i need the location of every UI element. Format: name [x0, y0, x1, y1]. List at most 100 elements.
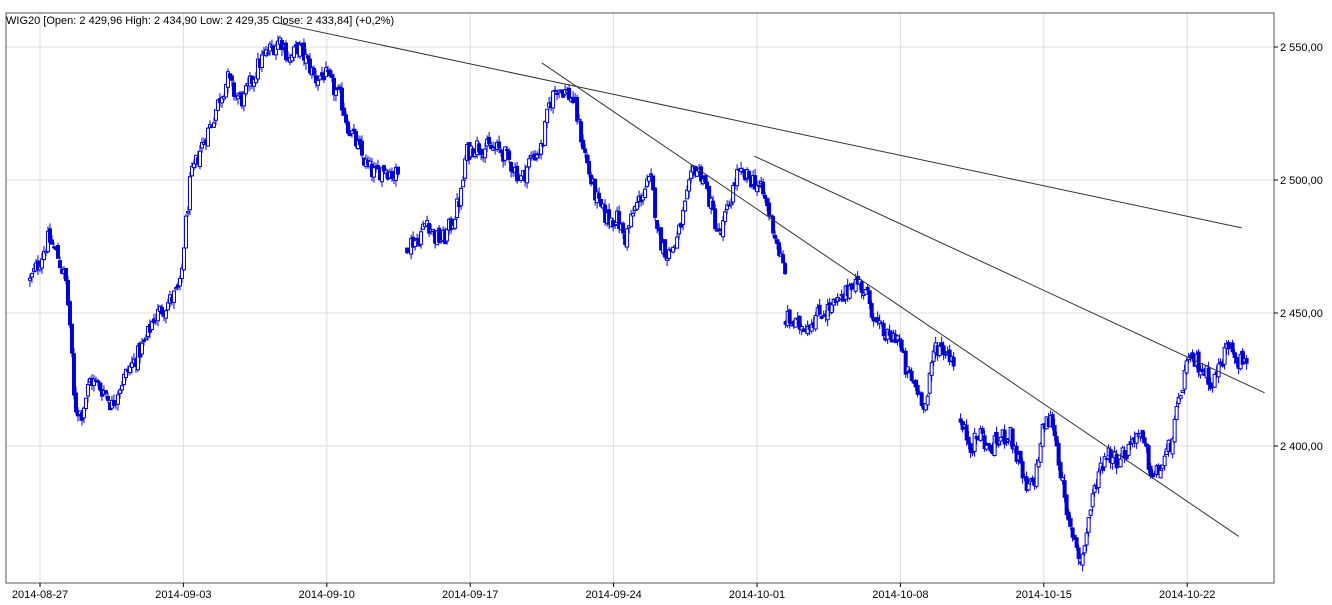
x-tick-label: 2014-10-01 — [729, 589, 785, 601]
candle — [1096, 467, 1101, 494]
candle-body-down — [1058, 462, 1063, 479]
candle — [625, 227, 630, 251]
candle-body-up — [1180, 390, 1185, 394]
candle — [111, 394, 116, 408]
candle — [459, 186, 464, 211]
candle — [849, 282, 854, 291]
candle-body-up — [371, 167, 376, 178]
candle-body-down — [1064, 494, 1069, 516]
candle-body-up — [259, 54, 264, 69]
candle — [1002, 424, 1007, 449]
candle-body-up — [545, 108, 550, 124]
candle-body-up — [1080, 553, 1085, 566]
candle — [687, 178, 692, 198]
candle-body-down — [265, 52, 270, 55]
candle-body-up — [323, 67, 328, 78]
header-sep: : — [220, 15, 226, 27]
candle — [187, 171, 192, 216]
candle — [1058, 460, 1063, 480]
candle-body-up — [463, 158, 468, 179]
trendline[interactable] — [277, 22, 1242, 229]
candle-body-down — [57, 260, 62, 269]
candle-body-up — [986, 442, 991, 445]
candle-body-down — [903, 350, 908, 375]
candle-body-down — [339, 87, 344, 111]
candle-body-down — [507, 150, 512, 160]
header-open-value: 2 429,96 — [79, 15, 122, 27]
candle-body-down — [479, 149, 484, 156]
y-tick-label: 2 400,00 — [1280, 441, 1323, 453]
candle-body-down — [597, 192, 602, 199]
candle-body-up — [1118, 458, 1123, 468]
candle-body-down — [1232, 352, 1237, 358]
candle — [553, 85, 558, 93]
candle — [507, 147, 512, 163]
candle — [413, 240, 418, 251]
candle — [333, 86, 338, 102]
candle-body-down — [787, 309, 792, 324]
x-tick-label: 2014-09-17 — [442, 589, 498, 601]
candle-body-down — [1142, 437, 1147, 444]
candle-body-down — [1146, 445, 1151, 470]
candle-body-up — [998, 436, 1003, 442]
candle-body-up — [647, 176, 652, 182]
candle-body-up — [1216, 363, 1221, 378]
candle — [69, 323, 74, 358]
candle-body-up — [317, 75, 322, 80]
candle-body-down — [881, 322, 886, 337]
candle — [115, 391, 120, 411]
candle — [205, 127, 210, 147]
candle-body-down — [415, 237, 420, 240]
candle-body-down — [583, 148, 588, 153]
candle-body-up — [687, 179, 692, 192]
candle-body-down — [941, 345, 946, 356]
candle-body-down — [867, 290, 872, 305]
candle — [1176, 392, 1181, 408]
candle-body-down — [73, 392, 78, 413]
candle-body-down — [1074, 537, 1079, 548]
candle-body-up — [681, 210, 686, 225]
candle-body-down — [67, 301, 72, 326]
candle-body-up — [757, 185, 762, 188]
candle-body-down — [919, 392, 924, 406]
candle-body-up — [837, 298, 842, 301]
header-sep: : — [300, 15, 306, 27]
candle-body-down — [951, 356, 956, 367]
candle-body-down — [63, 267, 68, 282]
x-tick-label: 2014-09-24 — [585, 589, 641, 601]
candle-body-up — [1162, 455, 1167, 467]
candle-body-up — [419, 231, 424, 245]
candle — [881, 320, 886, 341]
candle — [1230, 339, 1235, 355]
candle-body-down — [747, 170, 752, 180]
candle-body-up — [163, 310, 168, 319]
candle-body-down — [497, 141, 502, 149]
y-tick-label: 2 450,00 — [1280, 308, 1323, 320]
candle — [571, 91, 576, 105]
candle-body-down — [105, 395, 110, 401]
candle-body-down — [97, 382, 102, 391]
trendline[interactable] — [541, 62, 1240, 537]
candle-body-down — [717, 228, 722, 232]
candle-body-down — [713, 208, 718, 230]
candle-body-up — [1096, 471, 1101, 488]
candle — [479, 147, 484, 161]
candle — [968, 441, 973, 459]
candle — [1142, 431, 1147, 446]
chart-header: WIG20 [Open: 2 429,96 High: 2 434,90 Low… — [6, 15, 394, 27]
candle-body-down — [359, 140, 364, 156]
trendline-layer — [277, 22, 1265, 537]
candle-body-up — [173, 287, 178, 290]
candle-body-up — [1172, 418, 1177, 443]
trendline[interactable] — [753, 155, 1265, 394]
candle — [183, 213, 188, 249]
candle — [735, 164, 740, 191]
candle-body-up — [671, 246, 676, 253]
candle-body-down — [865, 286, 870, 291]
candle — [527, 155, 532, 170]
candle-body-up — [525, 166, 530, 184]
candle-body-up — [829, 304, 834, 314]
candle-body-down — [343, 114, 348, 123]
candle-body-up — [181, 247, 186, 271]
candle-body-up — [115, 394, 120, 405]
